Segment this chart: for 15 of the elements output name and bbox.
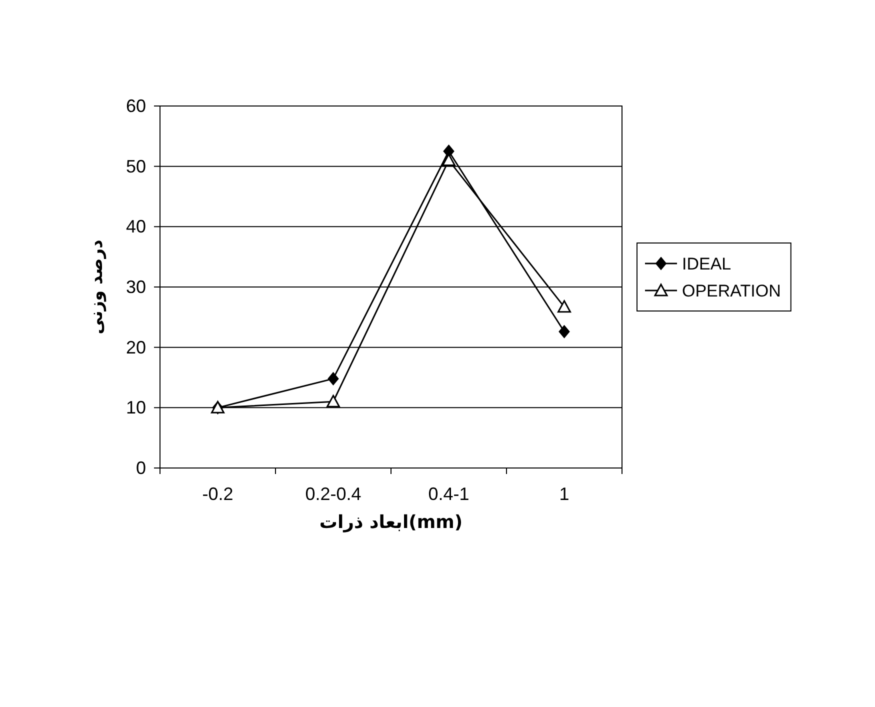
x-tick-label: -0.2: [202, 484, 234, 504]
y-tick-label: 0: [136, 458, 146, 478]
x-tick-label: 0.2-0.4: [305, 484, 362, 504]
y-axis-title: درصد وزنی: [87, 239, 107, 334]
y-tick-label: 20: [126, 337, 146, 358]
y-tick-label: 30: [126, 277, 146, 297]
y-tick-label: 50: [126, 156, 146, 176]
legend-label: OPERATION: [682, 282, 781, 300]
x-tick-label: 1: [559, 484, 570, 504]
y-tick-label: 60: [126, 96, 146, 116]
y-tick-label: 10: [126, 398, 146, 418]
x-axis-title: ابعاد ذرات(mm): [319, 512, 463, 533]
y-tick-label: 40: [126, 216, 146, 237]
x-tick-label: 0.4-1: [428, 484, 470, 504]
legend-label: IDEAL: [682, 254, 732, 274]
